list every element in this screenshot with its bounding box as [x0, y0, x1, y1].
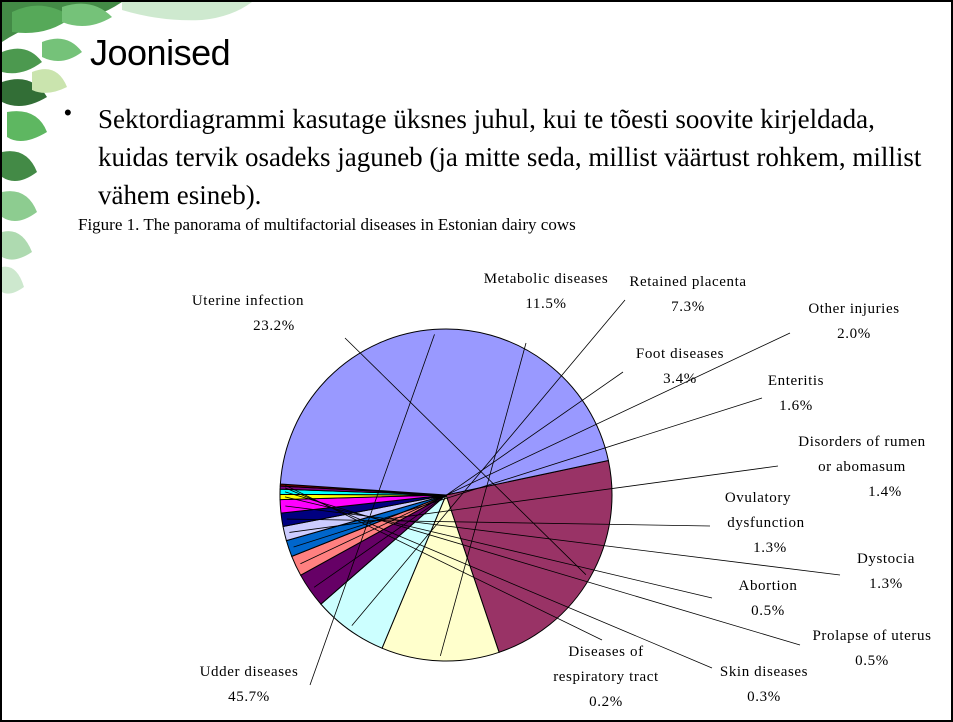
leader-line: [309, 334, 435, 686]
pie-slice-udder-diseases: [279, 328, 609, 496]
slice-category-label: Diseases of: [568, 644, 643, 660]
slice-value-label: 7.3%: [671, 299, 705, 315]
leader-line: [293, 397, 763, 548]
slice-category-label: Enteritis: [768, 373, 824, 389]
slide-title: Joonised: [90, 32, 231, 73]
leader-line: [300, 332, 791, 565]
slice-labels: Uterine infection 23.2% Metabolic diseases…: [192, 271, 931, 710]
leader-line: [439, 342, 527, 657]
slice-value-label: 3.4%: [663, 371, 697, 387]
slice-category-label: Skin diseases: [720, 664, 808, 680]
slice-value-label: 1.3%: [869, 576, 903, 592]
slice-value-label: 0.5%: [855, 653, 889, 669]
slice-value-label: 1.3%: [753, 540, 787, 556]
leader-line: [351, 299, 626, 626]
slice-value-label: 1.4%: [868, 484, 902, 500]
slice-category-label: Udder diseases: [200, 664, 299, 680]
slice-category-label: dysfunction: [727, 515, 804, 531]
slice-category-label: or abomasum: [818, 459, 906, 475]
slice-category-label: respiratory tract: [553, 669, 659, 685]
bullet-item: • Sektordiagrammi kasutage üksnes juhul,…: [64, 100, 944, 214]
slice-value-label: 1.6%: [779, 398, 813, 414]
leader-line: [313, 371, 624, 588]
leader-line: [285, 505, 841, 576]
slice-category-label: Metabolic diseases: [484, 271, 609, 287]
slice-value-label: 11.5%: [525, 296, 566, 312]
leader-line: [284, 491, 801, 646]
slice-category-label: Ovulatory: [725, 490, 791, 506]
pie-slice-uterine-infection: [445, 459, 613, 653]
bullet-icon: •: [64, 100, 72, 125]
slice-value-label: 23.2%: [253, 318, 295, 334]
slice-value-label: 0.3%: [747, 689, 781, 705]
slice-category-label: Abortion: [739, 578, 798, 594]
slice-category-label: Other injuries: [808, 301, 899, 317]
slice-category-label: Dystocia: [857, 551, 915, 567]
slice-value-label: 2.0%: [837, 326, 871, 342]
slice-value-label: 0.5%: [751, 603, 785, 619]
bullet-text: Sektordiagrammi kasutage üksnes juhul, k…: [98, 104, 922, 210]
slice-category-label: Uterine infection: [192, 293, 304, 309]
slice-value-label: 45.7%: [228, 689, 270, 705]
pie-slice-metabolic-diseases: [381, 493, 500, 662]
pie-slices: [279, 328, 613, 662]
leaf-decoration-icon: [2, 2, 252, 294]
figure-caption: Figure 1. The panorama of multifactorial…: [78, 215, 576, 234]
leader-line: [284, 487, 713, 669]
slice-category-label: Prolapse of uterus: [812, 628, 931, 644]
slice-category-label: Retained placenta: [629, 274, 746, 290]
leader-line: [344, 337, 587, 576]
leader-line: [284, 496, 713, 599]
slice-value-label: 0.2%: [589, 694, 623, 710]
leader-line: [289, 465, 779, 533]
slice-category-label: Foot diseases: [636, 346, 724, 362]
slice-category-label: Disorders of rumen: [798, 434, 925, 450]
leader-line: [285, 484, 603, 641]
leader-lines: [284, 299, 841, 686]
